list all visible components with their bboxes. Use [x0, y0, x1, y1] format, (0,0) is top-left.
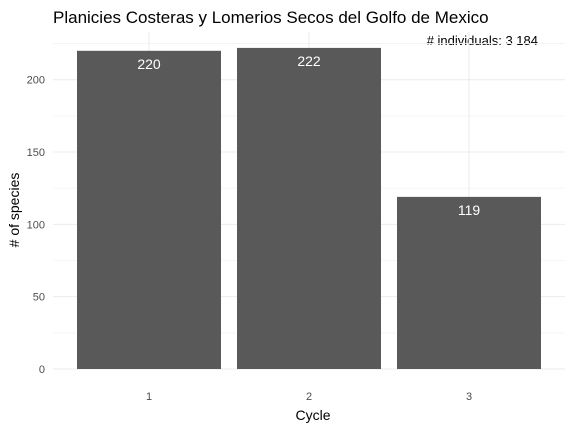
bar-value-label: 222 [297, 53, 321, 69]
individuals-annotation: # individuals: 3 184 [427, 33, 538, 48]
y-tick-label: 100 [27, 219, 45, 231]
y-tick-label: 150 [27, 147, 45, 159]
x-tick-label: 1 [146, 391, 152, 403]
bar-value-labels: 220 222 119 [137, 53, 480, 218]
y-tick-label: 200 [27, 75, 45, 87]
x-tick-label: 2 [306, 391, 312, 403]
y-axis-ticks: 0 50 100 150 200 [27, 75, 45, 376]
chart-title: Planicies Costeras y Lomerios Secos del … [53, 8, 489, 27]
y-axis-title: # of species [6, 173, 22, 248]
x-axis-ticks: 1 2 3 [146, 391, 472, 403]
y-tick-label: 0 [39, 364, 45, 376]
bars [77, 47, 541, 369]
x-axis-title: Cycle [295, 407, 330, 423]
bar-cycle-1 [77, 50, 221, 369]
x-tick-label: 3 [466, 391, 472, 403]
bar-value-label: 220 [137, 56, 161, 72]
bar-cycle-2 [237, 47, 381, 369]
bar-cycle-3 [397, 196, 541, 369]
y-tick-label: 50 [33, 292, 45, 304]
bar-value-label: 119 [458, 202, 481, 218]
